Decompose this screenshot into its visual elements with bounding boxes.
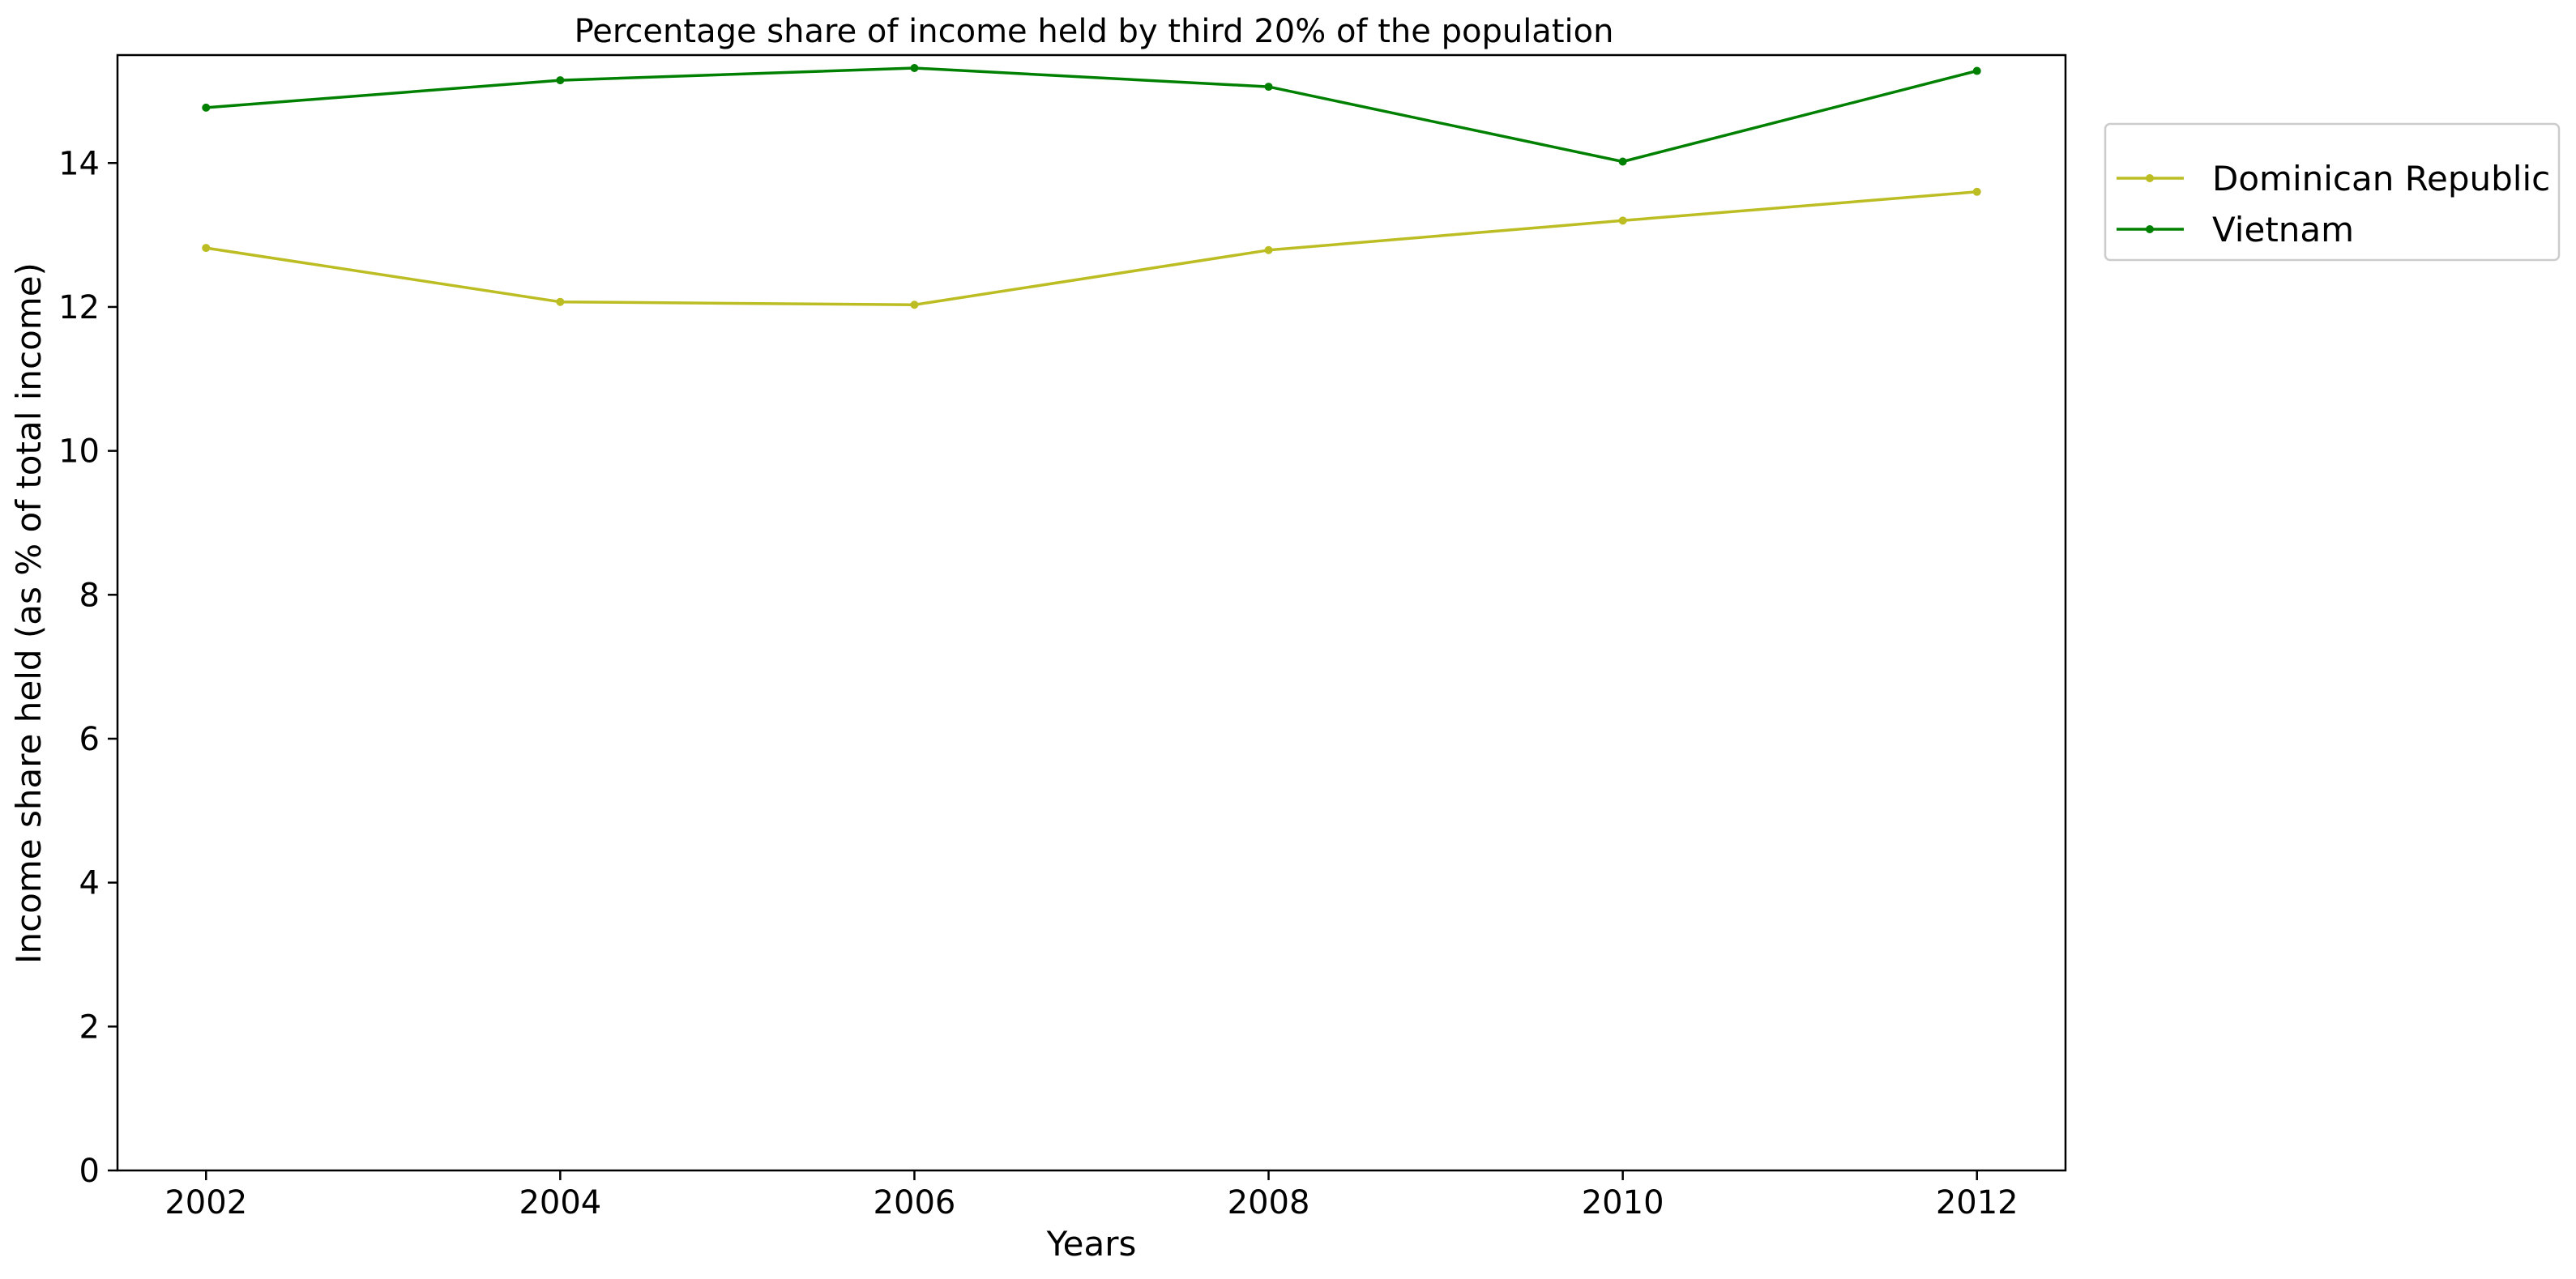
x-tick-label: 2012 <box>1936 1184 2019 1221</box>
x-tick-label: 2004 <box>519 1184 601 1221</box>
legend-entry-dominican-republic: Dominican Republic <box>2117 159 2550 198</box>
series-dominican-republic <box>202 187 1981 309</box>
legend-entry-vietnam: Vietnam <box>2117 210 2354 249</box>
data-point-vietnam-2010 <box>1618 157 1627 166</box>
x-tick-label: 2010 <box>1582 1184 1664 1221</box>
y-tick-label: 4 <box>79 865 100 902</box>
series-layer <box>202 63 1981 309</box>
y-tick-label: 0 <box>79 1153 100 1190</box>
chart-title: Percentage share of income held by third… <box>575 13 1614 50</box>
plot-frame <box>116 53 2067 1172</box>
legend-label: Dominican Republic <box>2212 159 2550 198</box>
y-axis: 0 2 4 6 8 10 12 14 <box>58 145 117 1190</box>
data-point-vietnam-2008 <box>1264 83 1273 92</box>
data-point-dominican-republic-2006 <box>910 301 919 309</box>
x-axis: 2002 2004 2006 2008 2010 2012 <box>164 1170 2019 1221</box>
legend-label: Vietnam <box>2212 210 2354 249</box>
y-tick-label: 14 <box>58 145 100 182</box>
x-tick-label: 2002 <box>164 1184 247 1221</box>
series-vietnam <box>202 63 1981 166</box>
data-point-dominican-republic-2008 <box>1264 245 1273 254</box>
legend-swatch-marker <box>2146 225 2154 233</box>
plot-area <box>116 53 2067 1172</box>
data-point-dominican-republic-2012 <box>1972 187 1981 196</box>
legend-swatch-marker <box>2146 174 2154 182</box>
x-tick-label: 2008 <box>1228 1184 1310 1221</box>
data-point-vietnam-2006 <box>910 63 919 72</box>
y-tick-label: 2 <box>79 1008 100 1046</box>
legend-box <box>2104 122 2561 262</box>
data-point-dominican-republic-2010 <box>1618 216 1627 225</box>
y-axis-label: Income share held (as % of total income) <box>9 262 49 964</box>
data-point-dominican-republic-2004 <box>556 297 565 306</box>
y-tick-label: 6 <box>79 721 100 758</box>
y-tick-label: 10 <box>58 433 100 471</box>
x-axis-label: Years <box>1046 1224 1137 1264</box>
data-point-vietnam-2002 <box>202 103 211 112</box>
y-tick-label: 12 <box>58 289 100 326</box>
legend: Dominican Republic Vietnam <box>2104 122 2561 262</box>
data-point-vietnam-2004 <box>556 76 565 85</box>
series-line-vietnam <box>206 66 1978 164</box>
series-line-dominican-republic <box>206 190 1977 307</box>
y-tick-label: 8 <box>79 577 100 614</box>
data-point-vietnam-2012 <box>1972 66 1981 75</box>
x-tick-label: 2006 <box>874 1184 956 1221</box>
data-point-dominican-republic-2002 <box>202 244 211 253</box>
